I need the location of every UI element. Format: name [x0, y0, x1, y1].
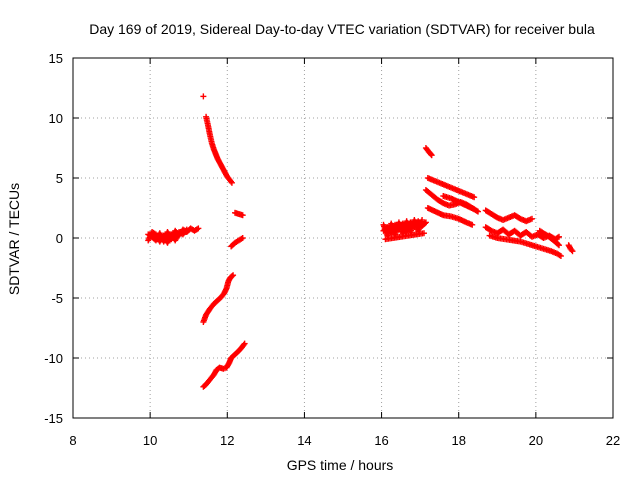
data-point: [556, 252, 563, 259]
x-tick-label: 12: [220, 433, 234, 448]
data-point: [200, 93, 207, 100]
data-segment: [482, 207, 535, 225]
x-tick-label: 20: [529, 433, 543, 448]
y-tick-label: -5: [51, 291, 63, 306]
data-point: [471, 206, 478, 213]
y-axis-label: SDTVAR / TECUs: [6, 183, 22, 295]
data-segment: [203, 113, 235, 186]
y-tick-label: -10: [44, 351, 63, 366]
data-point: [569, 248, 576, 255]
chart-title: Day 169 of 2019, Sidereal Day-to-day VTE…: [89, 21, 595, 37]
data-point: [469, 221, 476, 228]
data-point: [427, 151, 434, 158]
data-segment: [424, 205, 476, 228]
data-point: [228, 179, 235, 186]
y-tick-label: 0: [56, 231, 63, 246]
data-segment: [382, 230, 427, 243]
x-tick-label: 22: [606, 433, 620, 448]
data-segment: [200, 93, 207, 100]
data-segment: [565, 242, 576, 255]
data-segment: [232, 209, 246, 219]
data-point: [195, 225, 202, 232]
data-point: [194, 226, 201, 233]
x-tick-label: 8: [69, 433, 76, 448]
data-point: [428, 152, 435, 159]
data-segment: [440, 193, 478, 213]
data-point: [554, 234, 561, 241]
data-point: [557, 253, 564, 259]
data-point: [238, 235, 245, 242]
data-point: [239, 235, 246, 241]
y-tick-label: -15: [44, 411, 63, 426]
data-point: [421, 230, 427, 237]
x-tick-label: 14: [297, 433, 311, 448]
tick-labels: 8 10 12 14 16 18 20 22 -15 -10 -5 0 5 10 15: [44, 51, 620, 448]
data-marks: [145, 93, 576, 390]
data-segment: [536, 227, 562, 249]
x-axis-label: GPS time / hours: [287, 457, 394, 473]
data-point: [183, 226, 190, 233]
data-point: [419, 217, 426, 223]
data-segment: [422, 145, 435, 159]
y-tick-label: 5: [56, 171, 63, 186]
data-segment: [424, 175, 478, 201]
data-segment: [380, 217, 426, 239]
data-segment: [200, 340, 248, 390]
data-segment: [200, 272, 237, 325]
data-point: [241, 340, 248, 347]
x-tick-label: 10: [143, 433, 157, 448]
data-point: [228, 178, 235, 185]
data-point: [471, 194, 478, 201]
data-segment: [145, 226, 190, 246]
data-segment: [482, 224, 562, 243]
data-point: [229, 273, 236, 279]
x-tick-label: 18: [451, 433, 465, 448]
data-point: [556, 242, 562, 249]
data-point: [182, 227, 189, 234]
data-point: [475, 208, 481, 215]
data-segment: [486, 232, 564, 259]
x-tick-label: 16: [374, 433, 388, 448]
y-tick-label: 15: [49, 51, 63, 66]
data-point: [239, 212, 246, 219]
data-point: [240, 341, 247, 348]
data-point: [529, 215, 535, 222]
data-segment: [228, 235, 246, 250]
data-point: [556, 233, 562, 240]
data-point: [568, 247, 575, 253]
data-point: [230, 272, 237, 279]
data-point: [555, 241, 562, 248]
y-tick-label: 10: [49, 111, 63, 126]
